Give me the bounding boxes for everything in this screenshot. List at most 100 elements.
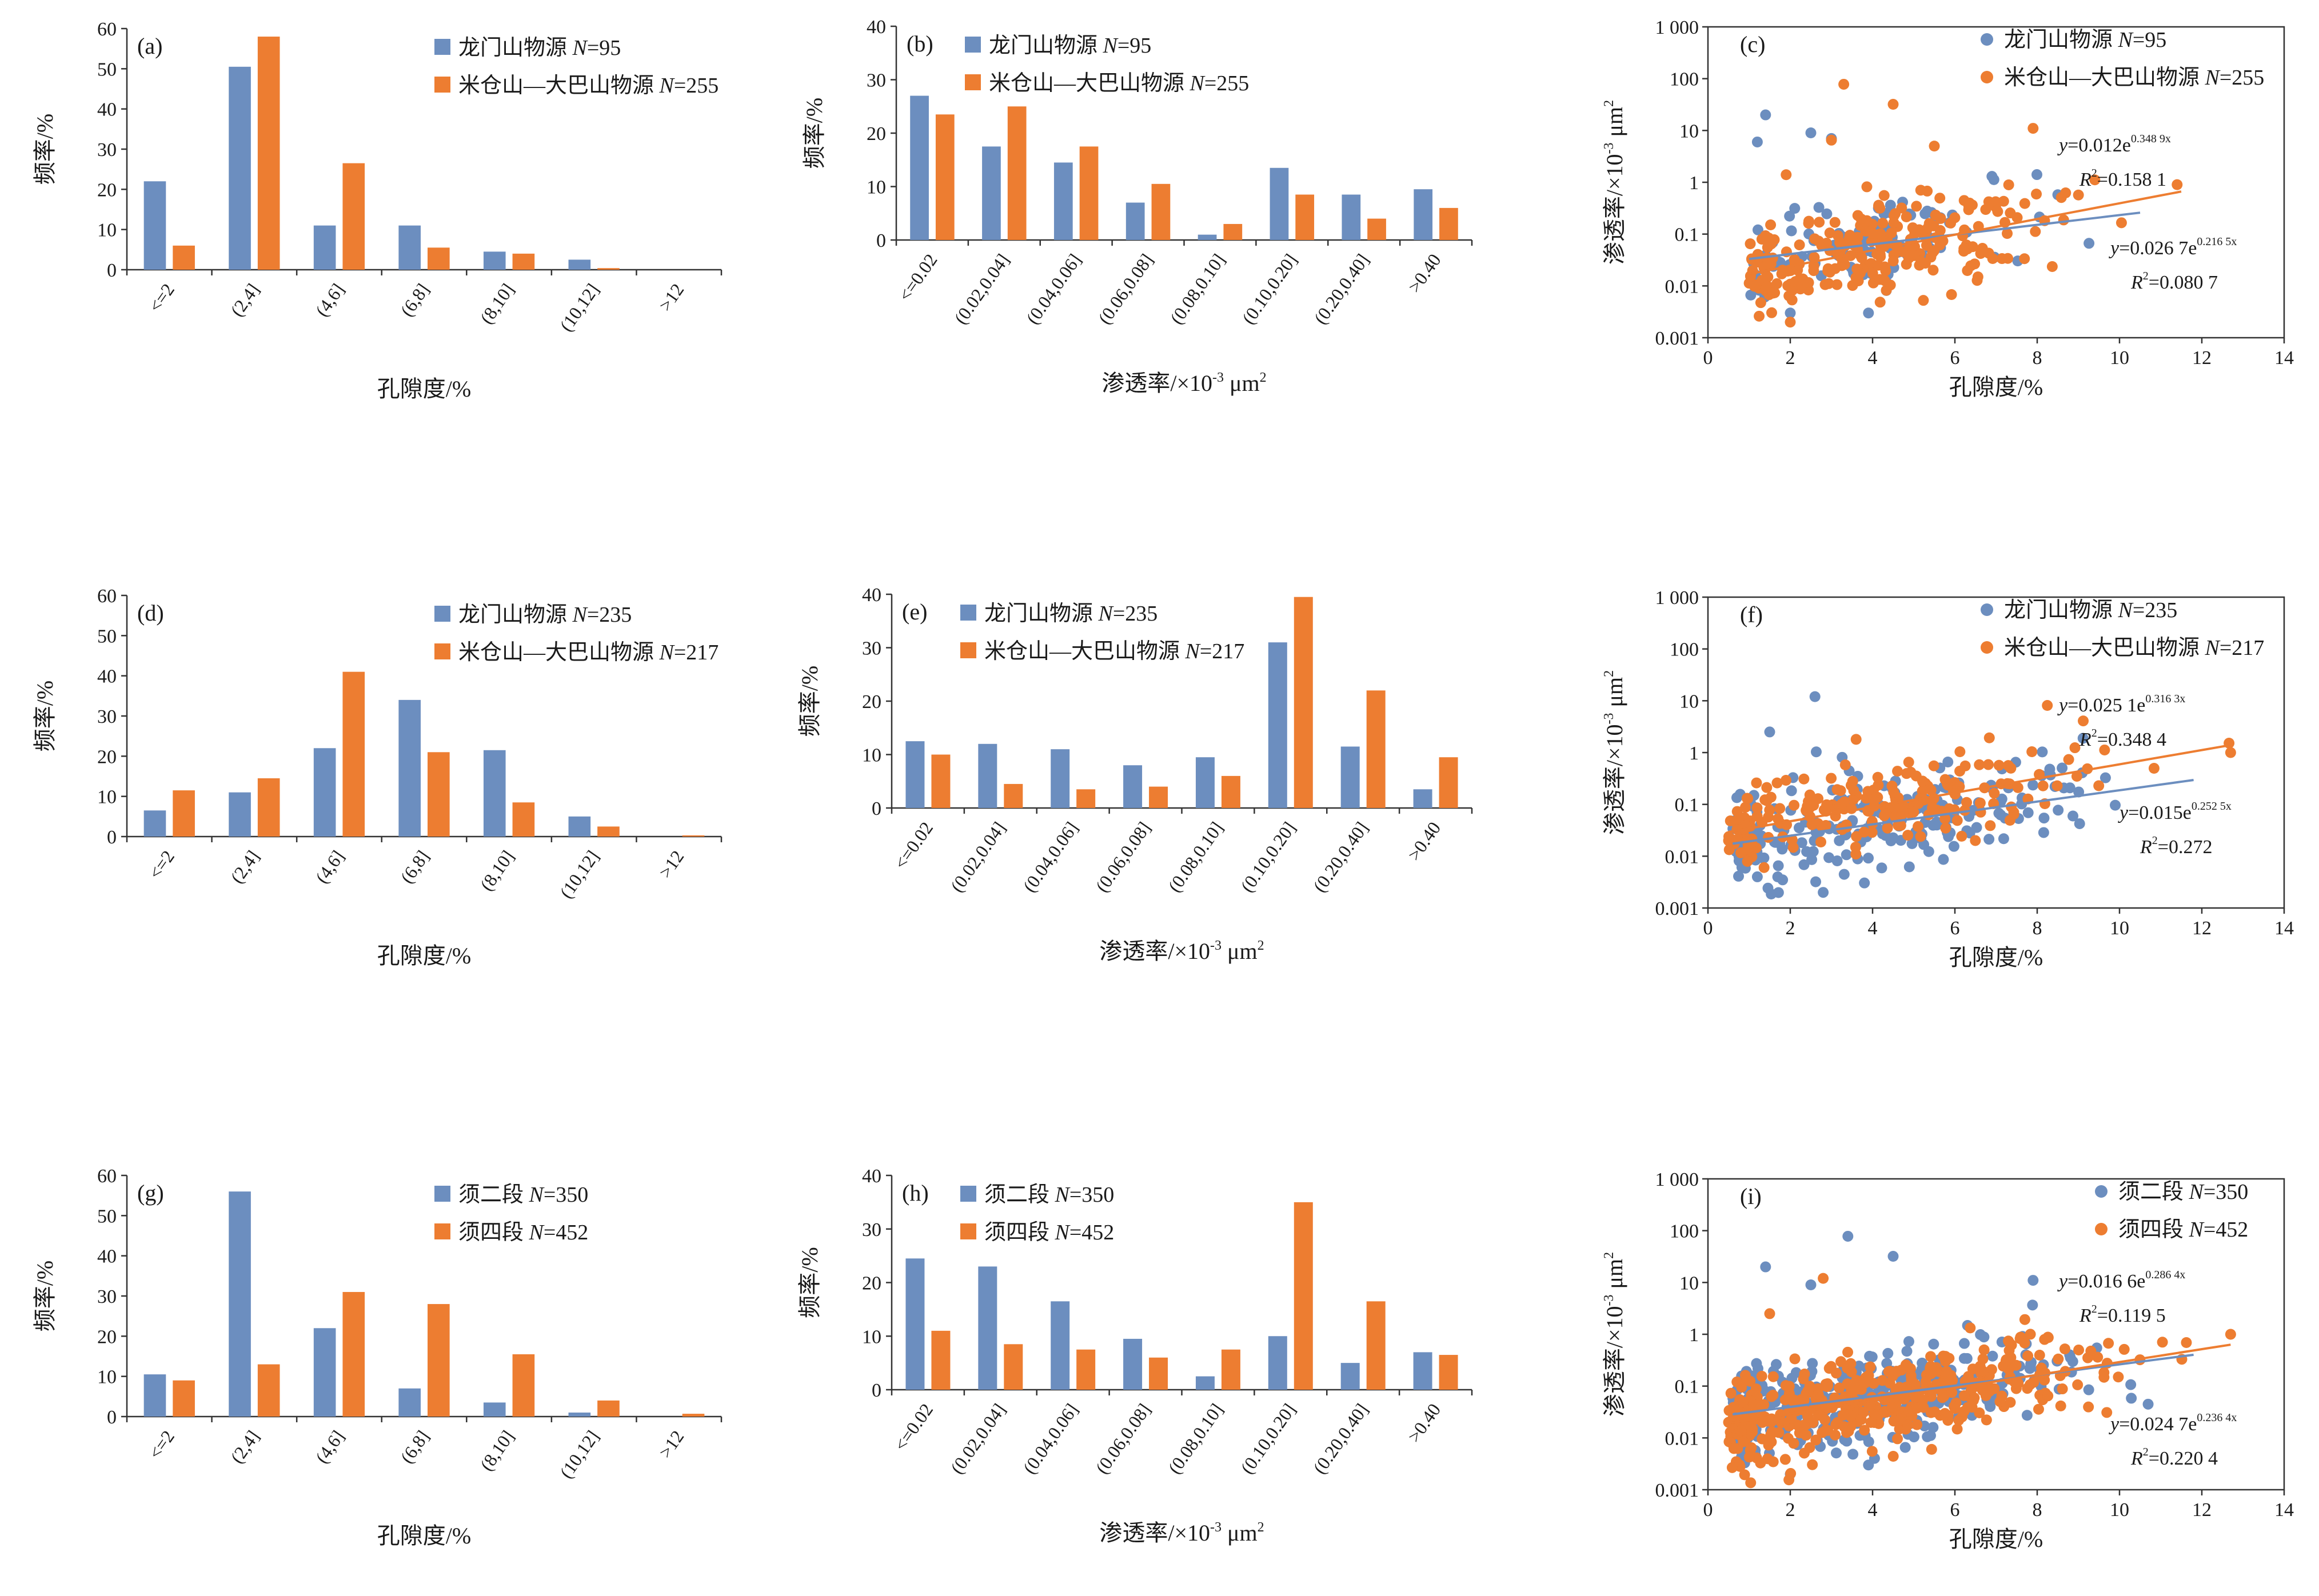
category-label: (0.08,0.10]	[1164, 1399, 1227, 1477]
data-point	[1771, 777, 1783, 789]
legend-marker-1	[1981, 33, 1993, 46]
category-label: >0.40	[1403, 1399, 1444, 1446]
bar-a-s1-4	[483, 251, 506, 270]
data-point	[1977, 1353, 1989, 1365]
data-point	[1940, 1371, 1951, 1382]
bar-a-s2-1	[257, 37, 280, 270]
data-point	[1925, 1407, 1937, 1418]
category-label: (0.20,0.40]	[1309, 1399, 1372, 1477]
bar-g-s2-5	[597, 1400, 620, 1417]
data-point	[1741, 793, 1753, 804]
panel-label-f: (f)	[1740, 602, 1763, 627]
data-point	[1748, 1399, 1759, 1410]
bar-g-s2-6	[682, 1414, 705, 1417]
bar-b-s1-6	[1342, 194, 1361, 240]
data-point	[1902, 830, 1914, 841]
legend-label-2: 米仓山—大巴山物源 N=217	[458, 641, 719, 665]
data-point	[1769, 234, 1780, 246]
y-tick-label: 0.1	[1675, 1377, 1699, 1398]
data-point	[2060, 187, 2071, 198]
category-label: >12	[654, 1426, 688, 1462]
category-label: (0.10,0.20]	[1236, 818, 1300, 895]
data-point	[1810, 746, 1822, 758]
data-point	[1887, 99, 1899, 110]
data-point	[1963, 1371, 1974, 1382]
data-point	[1809, 691, 1821, 702]
data-point	[1877, 217, 1889, 229]
data-point	[2022, 807, 2034, 818]
legend-label-1: 须二段 N=350	[984, 1183, 1114, 1207]
fit-r2-2: R2=0.272	[2140, 834, 2212, 858]
data-point	[1723, 844, 1735, 855]
data-point	[1844, 230, 1855, 241]
data-point	[1777, 843, 1788, 855]
y-tick-label: 0.001	[1655, 1480, 1699, 1501]
data-point	[1907, 222, 1918, 234]
data-point	[2098, 1371, 2110, 1383]
y-tick-label: 1	[1689, 1325, 1699, 1346]
data-point	[1863, 1459, 1874, 1471]
bar-h-s2-4	[1221, 1349, 1240, 1390]
data-point	[1735, 847, 1746, 858]
bar-e-s1-6	[1340, 746, 1360, 808]
data-point	[1805, 127, 1817, 138]
y-tick-label: 40	[97, 99, 117, 121]
data-point	[1758, 852, 1770, 863]
data-point	[1887, 832, 1899, 843]
data-point	[1830, 1419, 1842, 1430]
data-point	[1831, 1447, 1842, 1459]
data-point	[1761, 782, 1773, 793]
data-point	[1758, 862, 1770, 873]
data-point	[1786, 225, 1797, 237]
x-tick-label: 10	[2110, 1499, 2129, 1521]
data-point	[1786, 834, 1798, 846]
data-point	[2077, 733, 2089, 744]
data-point	[1735, 1425, 1746, 1437]
legend-label-1: 龙门山物源 N=235	[458, 603, 632, 627]
x-tick-label: 8	[2033, 1499, 2042, 1521]
data-point	[1782, 1433, 1794, 1444]
legend-swatch-1	[960, 605, 976, 621]
data-point	[1742, 855, 1753, 867]
data-point	[1926, 1443, 1937, 1455]
data-point	[1764, 726, 1775, 738]
y-tick-label: 100	[1670, 639, 1699, 661]
data-point	[1796, 837, 1807, 849]
data-point	[1925, 251, 1937, 263]
data-point	[2067, 810, 2079, 822]
category-label: (0.04,0.06]	[1022, 250, 1085, 327]
data-point	[1787, 1395, 1798, 1406]
bar-a-s2-0	[173, 245, 195, 270]
data-point	[1989, 787, 2000, 799]
legend-marker-2	[1981, 71, 1993, 83]
y-tick-label: 10	[867, 177, 886, 198]
data-point	[1804, 801, 1815, 812]
bar-d-s1-3	[398, 699, 421, 837]
data-point	[2074, 818, 2085, 829]
data-point	[1869, 1409, 1880, 1421]
y-axis-title: 频率/%	[32, 681, 58, 751]
data-point	[1818, 1273, 1829, 1284]
data-point	[1841, 849, 1852, 861]
data-point	[1903, 757, 1914, 768]
y-tick-label: 0.01	[1665, 1428, 1699, 1449]
data-point	[2019, 1314, 2030, 1325]
bar-e-s1-3	[1123, 765, 1143, 808]
category-label: (0.02,0.04]	[950, 250, 1013, 327]
fit-line-2	[1749, 190, 2182, 275]
data-point	[1842, 1230, 1854, 1242]
data-point	[1767, 1456, 1779, 1467]
data-point	[1911, 1419, 1923, 1430]
data-point	[2083, 1384, 2094, 1395]
data-point	[1995, 809, 2006, 821]
data-point	[1723, 835, 1734, 846]
y-axis-title: 渗透率/×10-3 μm2	[1602, 670, 1627, 835]
data-point	[1826, 134, 1837, 146]
data-point	[1958, 1338, 1970, 1349]
data-point	[1838, 869, 1850, 880]
category-label: (0.04,0.06]	[1019, 818, 1082, 895]
data-point	[1862, 786, 1874, 797]
data-point	[2021, 1410, 2033, 1421]
bar-b-s2-6	[1367, 218, 1386, 240]
data-point	[1927, 265, 1939, 276]
